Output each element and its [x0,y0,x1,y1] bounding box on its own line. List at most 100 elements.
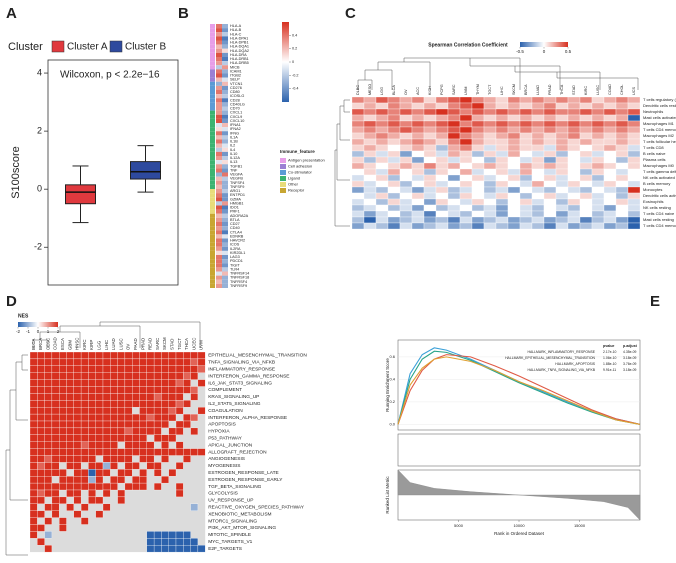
colorbar-label: -2 [16,329,20,334]
colorbar-title: Spearman Correlation Coefficient [428,42,508,48]
heatmap-cell [387,210,401,218]
heatmap-cell [29,420,38,429]
heatmap-cell [51,393,60,401]
row-label: Macrophages M1 [643,121,675,126]
column-label: LUSC [118,338,123,350]
heatmap-cell [222,160,228,165]
heatmap-cell [139,358,147,366]
heatmap-cell [66,365,74,373]
heatmap-cell [110,351,118,360]
heatmap-cell [519,192,533,200]
heatmap-cell [153,400,162,408]
heatmap-cell [567,204,581,212]
heatmap-cell [531,96,545,104]
heatmap-cell [59,496,67,504]
table-cell: 2.17e-10 [603,350,616,354]
heatmap-cell [216,230,222,235]
column-label: KIRC [82,340,87,351]
row-label: APOPTOSIS [208,422,236,428]
heatmap-cell [447,222,461,230]
heatmap-cell [435,156,449,164]
heatmap-cell [222,52,228,57]
heatmap-cell [387,186,401,194]
heatmap-cell [59,455,67,463]
panel-label: B [178,5,189,22]
heatmap-cell [161,441,169,449]
row-label: KRAS_SIGNALING_UP [208,394,259,400]
heatmap-cell [80,434,89,442]
heatmap-cell [161,407,169,415]
heatmap-cell [222,57,228,62]
heatmap-cell [222,135,228,140]
heatmap-cell [51,441,60,449]
heatmap-cell [168,531,177,539]
heatmap-cell [519,168,533,176]
heatmap-cell [222,106,228,111]
heatmap-cell [447,156,461,164]
heatmap-cell [483,114,497,122]
heatmap-cell [399,174,413,182]
heatmap-cell [59,400,67,408]
heatmap-cell [495,174,509,182]
heatmap-cell [139,476,147,484]
heatmap-cell [117,496,126,504]
heatmap-cell [495,204,509,212]
heatmap-cell [222,143,228,148]
heatmap-cell [37,393,45,401]
heatmap-cell [216,193,222,198]
heatmap-cell [153,386,162,394]
heatmap-cell [66,503,74,511]
heatmap-cell [603,222,617,230]
heatmap-cell [387,120,401,128]
heatmap-cell [146,538,155,546]
colorbar [520,42,568,47]
heatmap-cell [124,462,133,470]
heatmap-cell [80,358,89,366]
heatmap-cell [44,545,53,553]
gene-label: HLA-C [230,32,242,36]
column-label: LUSC [596,85,600,95]
heatmap-cell [139,482,147,491]
heatmap-cell [543,192,557,200]
heatmap-cell [543,132,557,140]
heatmap-cell [579,144,593,152]
heatmap-cell [447,216,461,224]
heatmap-cell [495,120,509,128]
heatmap-cell [627,174,641,182]
heatmap-cell [483,210,497,218]
heatmap-cell [351,108,365,116]
heatmap-cell [423,186,437,194]
heatmap-cell [95,482,104,491]
heatmap-cell [44,503,53,511]
heatmap-cell [146,407,155,415]
group-cell [210,250,215,255]
heatmap-cell [80,413,89,422]
heatmap-cell [29,517,38,525]
legend-title: Cluster [8,41,43,53]
gene-label: IL1B [230,140,238,144]
gene-label: VEGFA [230,173,243,177]
heatmap-cell [197,407,206,415]
heatmap-cell [459,132,473,140]
heatmap-cell [555,204,569,212]
legend-label: HALLMARK_TNFA_SIGNALING_VIA_NFKB [528,368,596,372]
heatmap-cell [603,192,617,200]
heatmap-cell [29,503,38,511]
legend-swatch [51,40,65,53]
heatmap-cell [579,96,593,104]
group-cell [210,242,215,247]
heatmap-cell [222,127,228,132]
heatmap-cell [507,192,521,200]
row-label: T cells CD8 [643,145,664,150]
gene-label: HLA-DQA1 [230,45,249,49]
heatmap-cell [543,162,557,170]
heatmap-cell [161,448,169,456]
heatmap-cell [80,469,89,477]
group-cell [210,160,215,165]
heatmap-cell [555,108,569,116]
heatmap-cell [363,102,377,110]
heatmap-cell [102,407,111,415]
heatmap-cell [216,263,222,268]
heatmap-cell [37,434,45,442]
heatmap-cell [507,156,521,164]
